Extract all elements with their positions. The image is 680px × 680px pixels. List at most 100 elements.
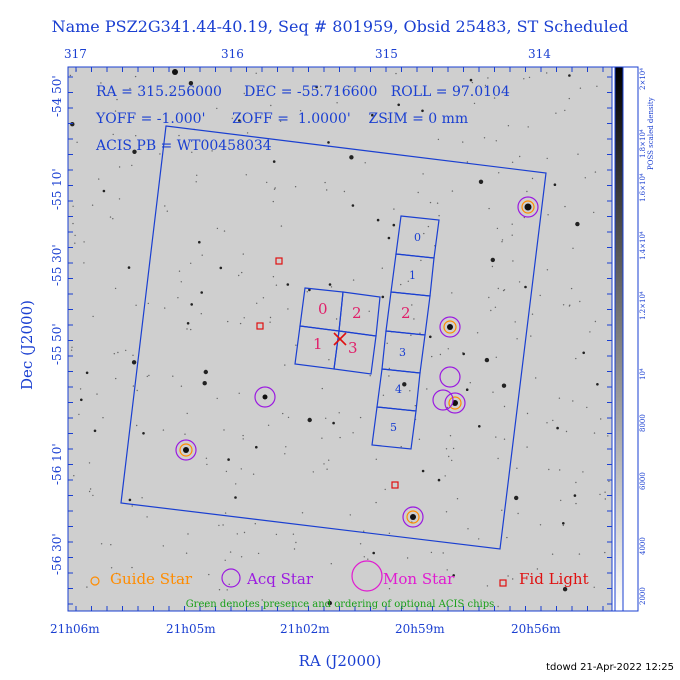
sky-star: [484, 357, 490, 363]
sky-star: [327, 600, 332, 606]
sky-star: [141, 497, 143, 499]
info-line-3: ACIS PB = WT00458034: [95, 138, 272, 154]
sky-star: [198, 240, 201, 244]
sky-star: [555, 112, 557, 114]
sky-star: [100, 82, 102, 84]
acq-star: [517, 196, 539, 218]
legend-note: Green denotes presence and ordering of o…: [186, 599, 495, 610]
sky-star: [229, 551, 232, 553]
top-tick-label: 315: [375, 47, 398, 61]
sky-star: [332, 421, 335, 425]
sky-star: [451, 190, 454, 192]
sky-star: [445, 511, 448, 513]
sky-star: [507, 575, 509, 577]
sky-star: [556, 426, 559, 430]
sky-star: [335, 318, 338, 320]
sky-star: [488, 296, 490, 299]
sky-star: [511, 234, 513, 236]
sky-star: [238, 119, 241, 122]
sky-star: [375, 458, 377, 460]
guide-star: [406, 510, 420, 524]
acis-s-label-3: 3: [399, 346, 406, 359]
left-tick-label: -55 10': [50, 168, 64, 210]
sky-star: [190, 303, 193, 306]
sky-star: [486, 585, 489, 587]
sky-star: [131, 164, 133, 167]
fov-outline: [120, 125, 547, 550]
sky-star: [178, 134, 180, 137]
top-tick-label: 314: [528, 47, 551, 61]
sky-star: [593, 211, 595, 214]
sky-star: [501, 509, 503, 511]
sky-star: [287, 416, 290, 419]
bottom-tick-label: 20h56m: [511, 622, 561, 636]
sky-star: [448, 455, 450, 458]
sky-star: [330, 563, 332, 565]
sky-star: [203, 369, 208, 375]
sky-star: [315, 85, 318, 89]
sky-star: [70, 122, 75, 127]
sky-star: [503, 289, 506, 291]
sky-star: [262, 297, 265, 299]
sky-star: [177, 297, 179, 299]
sky-star: [562, 522, 565, 525]
sky-star: [112, 218, 114, 220]
sky-star: [202, 381, 207, 386]
acq-star: [432, 389, 454, 411]
sky-star: [210, 94, 212, 97]
sky-star: [339, 436, 341, 439]
acq-star: [439, 316, 461, 338]
sky-star: [285, 446, 287, 448]
sky-star: [426, 388, 428, 390]
sky-star: [546, 422, 548, 424]
sky-star: [115, 572, 118, 575]
sky-star: [437, 138, 440, 141]
fid-light: [391, 481, 399, 489]
sky-star: [205, 457, 208, 459]
sky-star: [506, 536, 508, 539]
sky-star: [400, 446, 402, 448]
sky-star: [375, 501, 377, 504]
sky-star: [118, 198, 121, 200]
sky-star: [552, 419, 554, 422]
sky-star: [593, 586, 595, 588]
sky-star: [110, 567, 113, 569]
sky-star: [142, 432, 145, 435]
sky-star: [465, 388, 469, 392]
sky-star: [514, 321, 516, 323]
legend-guide-icon: [90, 576, 100, 586]
sky-star: [196, 174, 198, 176]
sky-star: [547, 214, 549, 216]
bright-star: [262, 394, 268, 400]
sky-star: [414, 405, 416, 407]
sky-star: [490, 309, 492, 312]
sky-star: [368, 310, 370, 312]
sky-star: [83, 262, 85, 264]
sky-star: [159, 153, 161, 155]
sky-star: [600, 418, 602, 420]
sky-star: [573, 494, 577, 497]
sky-star: [546, 269, 549, 271]
sky-star: [321, 387, 323, 390]
sky-star: [208, 573, 210, 576]
sky-star: [512, 260, 514, 262]
bottom-tick-label: 21h02m: [280, 622, 330, 636]
sky-star: [284, 453, 286, 455]
sky-star: [83, 241, 85, 243]
sky-star: [351, 204, 355, 207]
sky-star: [134, 75, 137, 78]
guide-star: [443, 320, 457, 334]
bright-star: [524, 203, 532, 211]
sky-star: [352, 279, 355, 281]
sky-star: [578, 553, 581, 555]
colorbar-tick-label: 1.4×10⁴: [639, 231, 647, 260]
sky-star: [306, 291, 308, 293]
sky-star: [436, 202, 439, 204]
acis-s-label-0: 0: [414, 231, 421, 244]
sky-star: [445, 448, 448, 450]
sky-star: [136, 389, 138, 392]
sky-star: [326, 189, 328, 191]
sky-star: [393, 208, 395, 210]
sky-star: [363, 530, 365, 532]
